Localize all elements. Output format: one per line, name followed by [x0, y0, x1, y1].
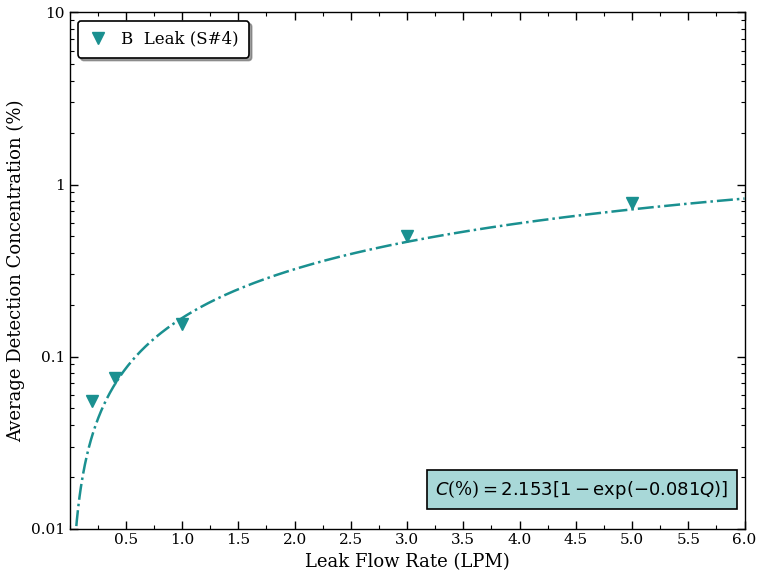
- B  Leak (S#4): [402, 233, 412, 240]
- B  Leak (S#4): [87, 398, 96, 405]
- X-axis label: Leak Flow Rate (LPM): Leak Flow Rate (LPM): [305, 553, 510, 571]
- Legend: B  Leak (S#4): B Leak (S#4): [78, 21, 249, 58]
- B  Leak (S#4): [110, 375, 120, 381]
- Y-axis label: Average Detection Concentration (%): Average Detection Concentration (%): [7, 99, 25, 442]
- Line: B  Leak (S#4): B Leak (S#4): [86, 197, 638, 407]
- Text: $\it{C}$(%)$= 2.153\left[1-\exp(-0.081\it{Q})\right]$: $\it{C}$(%)$= 2.153\left[1-\exp(-0.081\i…: [435, 478, 729, 501]
- B  Leak (S#4): [177, 320, 187, 327]
- B  Leak (S#4): [628, 199, 637, 206]
